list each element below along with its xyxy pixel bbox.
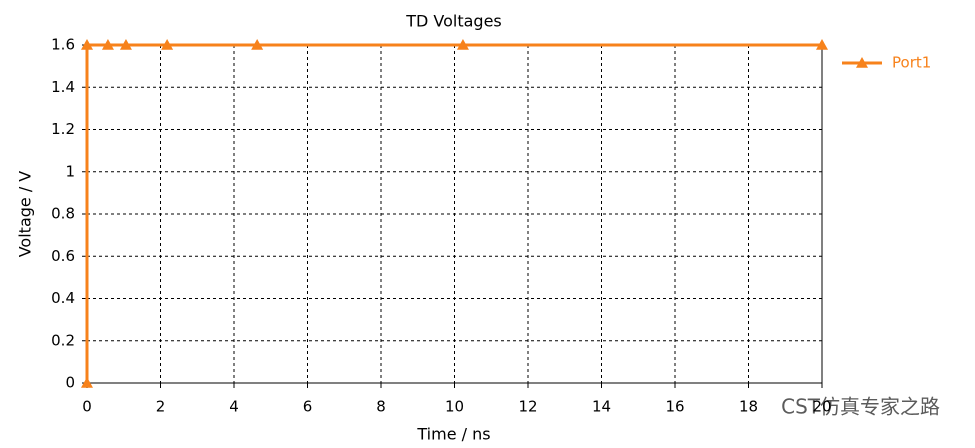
y-tick-label: 0.6 xyxy=(51,247,75,265)
y-tick-label: 0.2 xyxy=(51,331,75,349)
y-axis-label: Voltage / V xyxy=(16,171,35,258)
x-tick-label: 6 xyxy=(303,398,313,416)
marker xyxy=(456,39,469,50)
x-tick-label: 14 xyxy=(592,398,611,416)
marker xyxy=(816,39,828,50)
marker xyxy=(251,39,264,50)
y-tick-label: 1.2 xyxy=(51,120,75,138)
chart-title: TD Voltages xyxy=(405,12,502,31)
x-tick-label: 10 xyxy=(445,398,464,416)
x-tick-label: 20 xyxy=(812,398,831,416)
y-tick-label: 1.4 xyxy=(51,78,75,96)
x-axis-label: Time / ns xyxy=(416,425,490,444)
y-tick-label: 1 xyxy=(65,162,75,180)
marker xyxy=(101,39,114,50)
marker xyxy=(161,39,174,50)
y-tick-label: 0.4 xyxy=(51,289,75,307)
y-tick-label: 0.8 xyxy=(51,205,75,223)
y-tick-label: 1.6 xyxy=(51,36,75,54)
x-tick-label: 12 xyxy=(518,398,537,416)
marker xyxy=(81,39,93,50)
legend-label: Port1 xyxy=(892,54,931,72)
x-tick-label: 4 xyxy=(229,398,239,416)
x-tick-label: 8 xyxy=(376,398,386,416)
marker xyxy=(81,377,93,388)
y-tick-label: 0 xyxy=(65,374,75,392)
watermark: CST仿真专家之路 xyxy=(781,395,940,419)
x-tick-label: 2 xyxy=(156,398,166,416)
series-line xyxy=(85,43,822,383)
x-tick-label: 16 xyxy=(665,398,684,416)
legend-marker xyxy=(856,57,868,68)
x-tick-label: 18 xyxy=(739,398,758,416)
marker xyxy=(119,39,132,50)
x-tick-label: 0 xyxy=(82,398,92,416)
